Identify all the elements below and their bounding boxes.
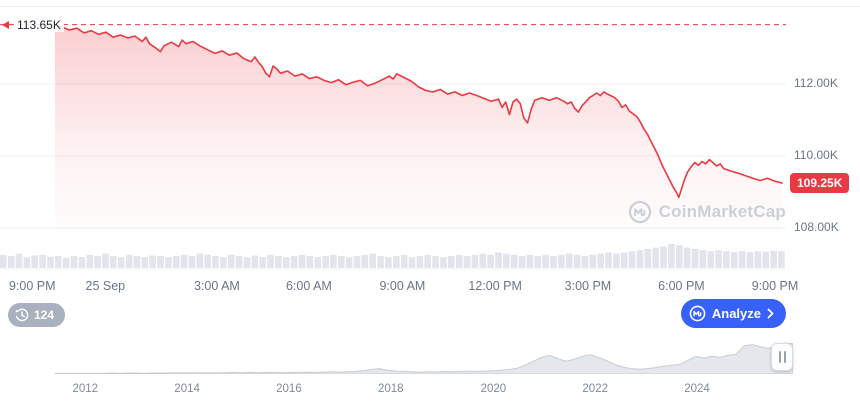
y-axis-label: 108.00K bbox=[794, 220, 839, 234]
chevron-right-icon bbox=[767, 308, 774, 319]
timeline-chart-svg[interactable] bbox=[54, 340, 794, 375]
x-axis-tick-label: 6:00 PM bbox=[658, 279, 705, 293]
watchers-count: 124 bbox=[34, 308, 55, 322]
main-price-chart[interactable]: 113.65K CoinMarketCap bbox=[0, 0, 786, 270]
x-axis-tick-label: 9:00 AM bbox=[379, 279, 426, 293]
top-divider bbox=[0, 6, 860, 7]
timeline-year-label: 2018 bbox=[377, 383, 404, 395]
timeline-year-label: 2016 bbox=[276, 383, 302, 395]
x-axis-tick-label: 6:00 AM bbox=[285, 279, 332, 293]
x-axis-tick-label: 3:00 PM bbox=[564, 279, 612, 293]
x-axis-tick-label: 9:00 PM bbox=[8, 279, 56, 293]
watermark-text: CoinMarketCap bbox=[658, 202, 786, 221]
left-arrow-marker-icon bbox=[2, 20, 9, 29]
watchers-badge: 124 bbox=[8, 303, 66, 327]
y-axis-label: 110.00K bbox=[794, 148, 838, 162]
timeline-chart[interactable] bbox=[54, 340, 794, 375]
y-axis: 109.25K 112.00K 110.00K 108.00K bbox=[790, 0, 860, 270]
high-price-marker: 113.65K bbox=[2, 17, 64, 33]
timeline-scrub-handle[interactable] bbox=[771, 343, 793, 371]
timeline-year-label: 2020 bbox=[480, 383, 507, 395]
x-axis: 9:00 PM 25 Sep 3:00 AM 6:00 AM 9:00 AM 12:00 … bbox=[0, 279, 798, 295]
price-area bbox=[55, 25, 782, 247]
timeline-year-label: 2012 bbox=[72, 383, 99, 395]
x-axis-tick-label: 9:00 PM bbox=[751, 279, 799, 293]
high-price-label: 113.65K bbox=[14, 17, 64, 32]
current-price-badge: 109.25K bbox=[790, 173, 850, 193]
timeline-year-label: 2024 bbox=[684, 383, 710, 395]
x-axis-tick-label: 3:00 AM bbox=[193, 279, 240, 293]
timeline-year-label: 2014 bbox=[174, 383, 200, 395]
history-area bbox=[54, 342, 794, 375]
coinmarketcap-logo-icon bbox=[628, 200, 651, 224]
y-axis-label: 112.00K bbox=[794, 76, 838, 90]
handle-grip-icon bbox=[778, 351, 781, 363]
volume-bars bbox=[0, 244, 785, 268]
x-axis-tick-label: 25 Sep bbox=[85, 279, 126, 293]
coinmarketcap-watermark: CoinMarketCap bbox=[628, 200, 786, 224]
analyze-button[interactable]: Analyze bbox=[680, 299, 786, 328]
price-line bbox=[54, 24, 783, 199]
handle-grip-icon bbox=[783, 351, 786, 363]
timeline-year-label: 2022 bbox=[582, 383, 608, 395]
timeline-year-labels: 2012 2014 2016 2018 2020 2022 2024 bbox=[55, 383, 793, 397]
analyze-button-label: Analyze bbox=[711, 306, 761, 321]
x-axis-tick-label: 12:00 PM bbox=[468, 279, 522, 293]
coinmarketcap-logo-icon bbox=[689, 305, 706, 322]
price-chart-svg[interactable] bbox=[0, 0, 786, 270]
clock-icon bbox=[15, 308, 29, 322]
